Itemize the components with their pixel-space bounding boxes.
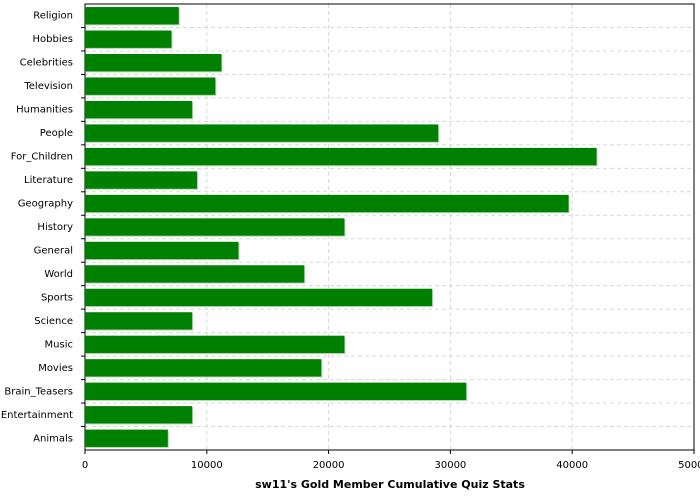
bar bbox=[85, 7, 179, 25]
x-tick-label: 10000 bbox=[191, 460, 223, 471]
y-tick-label: Television bbox=[23, 81, 73, 92]
bar bbox=[85, 312, 193, 330]
y-tick-label: Humanities bbox=[16, 105, 73, 116]
y-tick-label: Animals bbox=[33, 433, 73, 444]
bar bbox=[85, 147, 597, 166]
bar bbox=[85, 100, 193, 119]
y-tick-label: Geography bbox=[18, 199, 73, 210]
bar bbox=[85, 77, 216, 95]
y-tick-label: Hobbies bbox=[33, 34, 73, 45]
y-tick-label: Celebrities bbox=[20, 58, 73, 69]
bar bbox=[85, 429, 168, 447]
y-tick-label: Sports bbox=[41, 292, 73, 303]
x-tick-label: 50000 bbox=[678, 460, 700, 471]
y-tick-label: General bbox=[34, 245, 73, 256]
y-tick-label: People bbox=[40, 128, 73, 139]
bar bbox=[85, 359, 322, 377]
bar bbox=[85, 265, 305, 283]
y-tick-label: Science bbox=[34, 316, 73, 327]
y-tick-label: Music bbox=[45, 339, 73, 350]
x-axis-title: sw11's Gold Member Cumulative Quiz Stats bbox=[255, 478, 525, 491]
bar bbox=[85, 406, 193, 424]
y-tick-label: Literature bbox=[24, 175, 73, 186]
y-tick-label: Movies bbox=[38, 363, 73, 374]
bar bbox=[85, 335, 345, 354]
bar bbox=[85, 171, 198, 189]
bar bbox=[85, 53, 222, 72]
y-tick-label: Religion bbox=[33, 11, 73, 22]
x-tick-label: 0 bbox=[82, 460, 88, 471]
bar bbox=[85, 241, 239, 260]
bar bbox=[85, 218, 345, 236]
bar bbox=[85, 288, 433, 307]
bar bbox=[85, 30, 172, 48]
y-tick-label: Entertainment bbox=[1, 410, 73, 421]
y-tick-label: World bbox=[44, 269, 73, 280]
x-tick-label: 20000 bbox=[313, 460, 345, 471]
x-tick-label: 40000 bbox=[556, 460, 588, 471]
bar bbox=[85, 194, 569, 213]
y-tick-label: For_Children bbox=[11, 152, 73, 163]
x-tick-label: 30000 bbox=[434, 460, 466, 471]
bar bbox=[85, 382, 467, 401]
y-tick-label: Brain_Teasers bbox=[4, 386, 73, 397]
bar bbox=[85, 124, 439, 142]
y-tick-label: History bbox=[37, 222, 73, 233]
